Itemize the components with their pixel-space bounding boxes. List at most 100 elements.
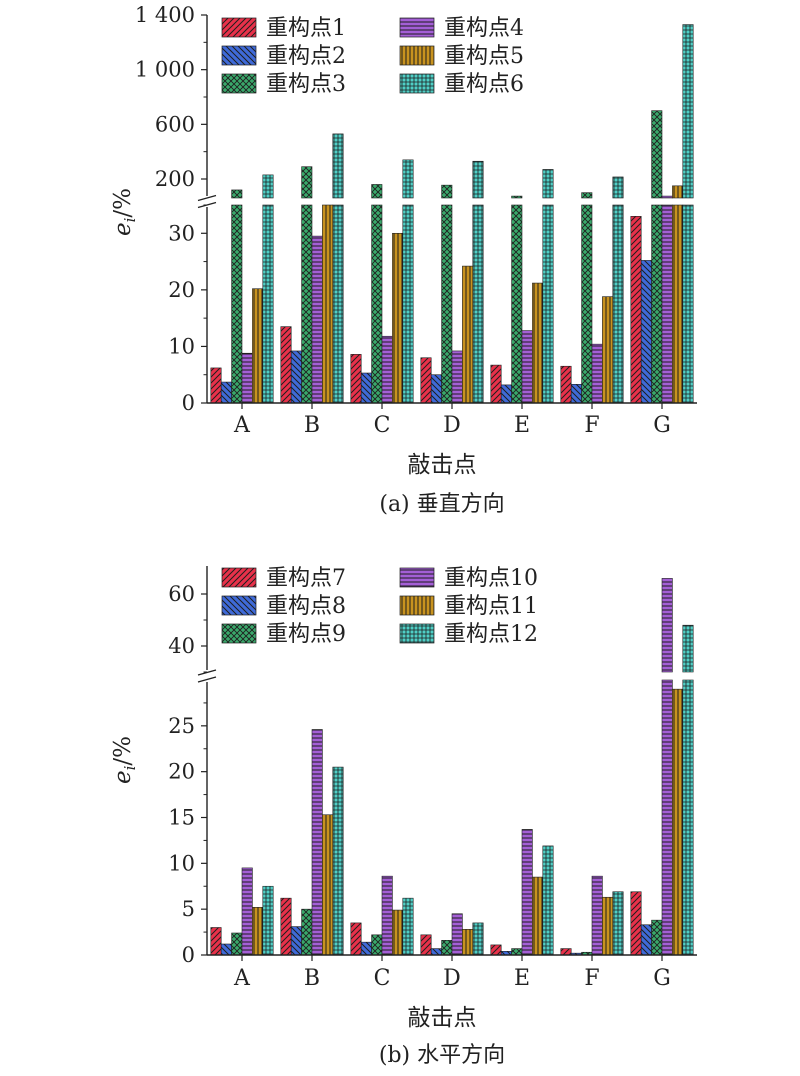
chart-caption: (b) 水平方向: [379, 1043, 505, 1068]
bar-重构点7-D: [420, 934, 432, 956]
legend-swatch: [399, 73, 435, 94]
bar-重构点12-G-lower: [682, 679, 694, 956]
bar-重构点10-G-upper: [661, 578, 673, 673]
bar-重构点8-C: [360, 941, 372, 956]
bar-重构点10-F: [591, 875, 603, 956]
bar-重构点3-C-upper: [371, 184, 383, 199]
bar-重构点8-B: [290, 926, 302, 956]
bar-重构点11-A: [252, 907, 264, 956]
bar-重构点8-D: [430, 948, 442, 956]
y-axis-title-sub: i: [121, 765, 139, 770]
x-axis-title: 敲击点: [408, 452, 477, 478]
bar-重构点3-D-upper: [441, 184, 453, 199]
bar-重构点6-A-lower: [262, 204, 274, 404]
bar-重构点8-A: [220, 943, 232, 956]
bar-重构点9-D: [441, 940, 453, 956]
legend-swatch: [399, 623, 435, 644]
bar-重构点11-C: [392, 909, 404, 956]
bar-重构点3-E-lower: [511, 204, 523, 404]
bar-重构点6-E-lower: [542, 204, 554, 404]
bar-重构点12-E: [542, 845, 554, 956]
bar-重构点7-F: [560, 948, 572, 956]
y-tick-label: 15: [168, 806, 195, 830]
bar-重构点2-G: [640, 260, 652, 404]
bar-重构点7-C: [350, 922, 362, 956]
bar-重构点10-A: [241, 867, 253, 956]
bar-重构点3-F-upper: [581, 192, 593, 199]
bar-重构点6-D-upper: [472, 160, 484, 199]
legend-label: 重构点1: [266, 16, 346, 41]
bar-重构点11-B: [322, 814, 334, 956]
legend-label: 重构点9: [266, 622, 346, 647]
x-tick-label: E: [514, 966, 530, 991]
y-axis-title-main: e: [110, 222, 136, 236]
bar-重构点5-G-upper: [672, 185, 684, 199]
bars: [210, 578, 694, 956]
y-ticks: 0 10 20 30 200 600 1 000 1 400: [135, 3, 207, 415]
bar-重构点6-F-upper: [612, 176, 624, 199]
bar-重构点6-B-lower: [332, 204, 344, 404]
bar-重构点3-E-upper: [511, 195, 523, 199]
legend-label: 重构点10: [444, 566, 538, 591]
y-tick-label: 600: [155, 112, 195, 136]
bar-重构点4-B: [311, 235, 323, 404]
bar-重构点2-D: [430, 374, 442, 404]
axis-break-mark: [197, 194, 217, 209]
y-tick-label: 20: [168, 278, 195, 302]
x-tick-label: C: [374, 413, 391, 438]
x-tick-label: G: [653, 966, 671, 991]
legend-swatch: [399, 595, 435, 616]
bar-重构点11-F: [602, 896, 614, 956]
bar-重构点1-G: [630, 216, 642, 404]
x-axis-title: 敲击点: [408, 1005, 477, 1031]
bar-重构点2-B: [290, 350, 302, 404]
legend-swatch: [399, 45, 435, 66]
y-axis-title: ei/%: [110, 188, 139, 236]
bar-重构点4-F: [591, 343, 603, 404]
bar-重构点1-C: [350, 354, 362, 404]
x-ticks: A B C D E F G: [233, 955, 671, 991]
bar-重构点6-D-lower: [472, 204, 484, 404]
x-tick-label: F: [584, 966, 599, 991]
bar-重构点3-F-lower: [581, 204, 593, 404]
x-tick-label: D: [443, 966, 461, 991]
bar-重构点5-B-lower: [322, 204, 334, 404]
bar-重构点4-G-upper: [661, 195, 673, 199]
bar-重构点10-E: [521, 829, 533, 956]
legend-swatch: [399, 17, 435, 38]
bar-重构点4-A: [241, 352, 253, 404]
legend-label: 重构点8: [266, 594, 346, 619]
bar-重构点9-E: [511, 948, 523, 956]
bar-重构点2-C: [360, 372, 372, 404]
y-tick-label: 1 000: [135, 58, 195, 82]
legend-label: 重构点12: [444, 622, 538, 647]
bar-重构点5-A: [252, 288, 264, 404]
bar-重构点1-B: [280, 326, 292, 404]
legend-swatch: [221, 73, 257, 94]
bar-重构点3-D-lower: [441, 204, 453, 404]
x-tick-label: B: [304, 413, 320, 438]
legend-swatch: [221, 567, 257, 588]
legend-label: 重构点5: [444, 44, 524, 69]
bar-重构点3-G-upper: [651, 110, 663, 199]
legend-swatch: [221, 45, 257, 66]
legend-label: 重构点7: [266, 566, 346, 591]
bar-重构点6-G-upper: [682, 24, 694, 199]
bar-重构点12-G-upper: [682, 624, 694, 673]
bar-重构点3-C-lower: [371, 204, 383, 404]
y-tick-label: 200: [155, 167, 195, 191]
bar-重构点11-D: [462, 929, 474, 956]
x-tick-label: C: [374, 966, 391, 991]
bar-重构点7-G: [630, 891, 642, 956]
legend-swatch: [221, 623, 257, 644]
y-tick-label: 0: [182, 943, 195, 967]
bar-重构点2-F: [570, 384, 582, 404]
bar-重构点3-A-lower: [231, 204, 243, 404]
bar-重构点6-A-upper: [262, 174, 274, 199]
bar-重构点10-D: [451, 913, 463, 956]
bar-重构点12-C: [402, 897, 414, 956]
chart-vertical-direction: 0 10 20 30 200 600 1 000 1 400 A B C D E F G 敲击点 ei/% (a)…: [110, 3, 697, 517]
bar-重构点4-E: [521, 330, 533, 404]
bar-重构点3-G-lower: [651, 204, 663, 404]
